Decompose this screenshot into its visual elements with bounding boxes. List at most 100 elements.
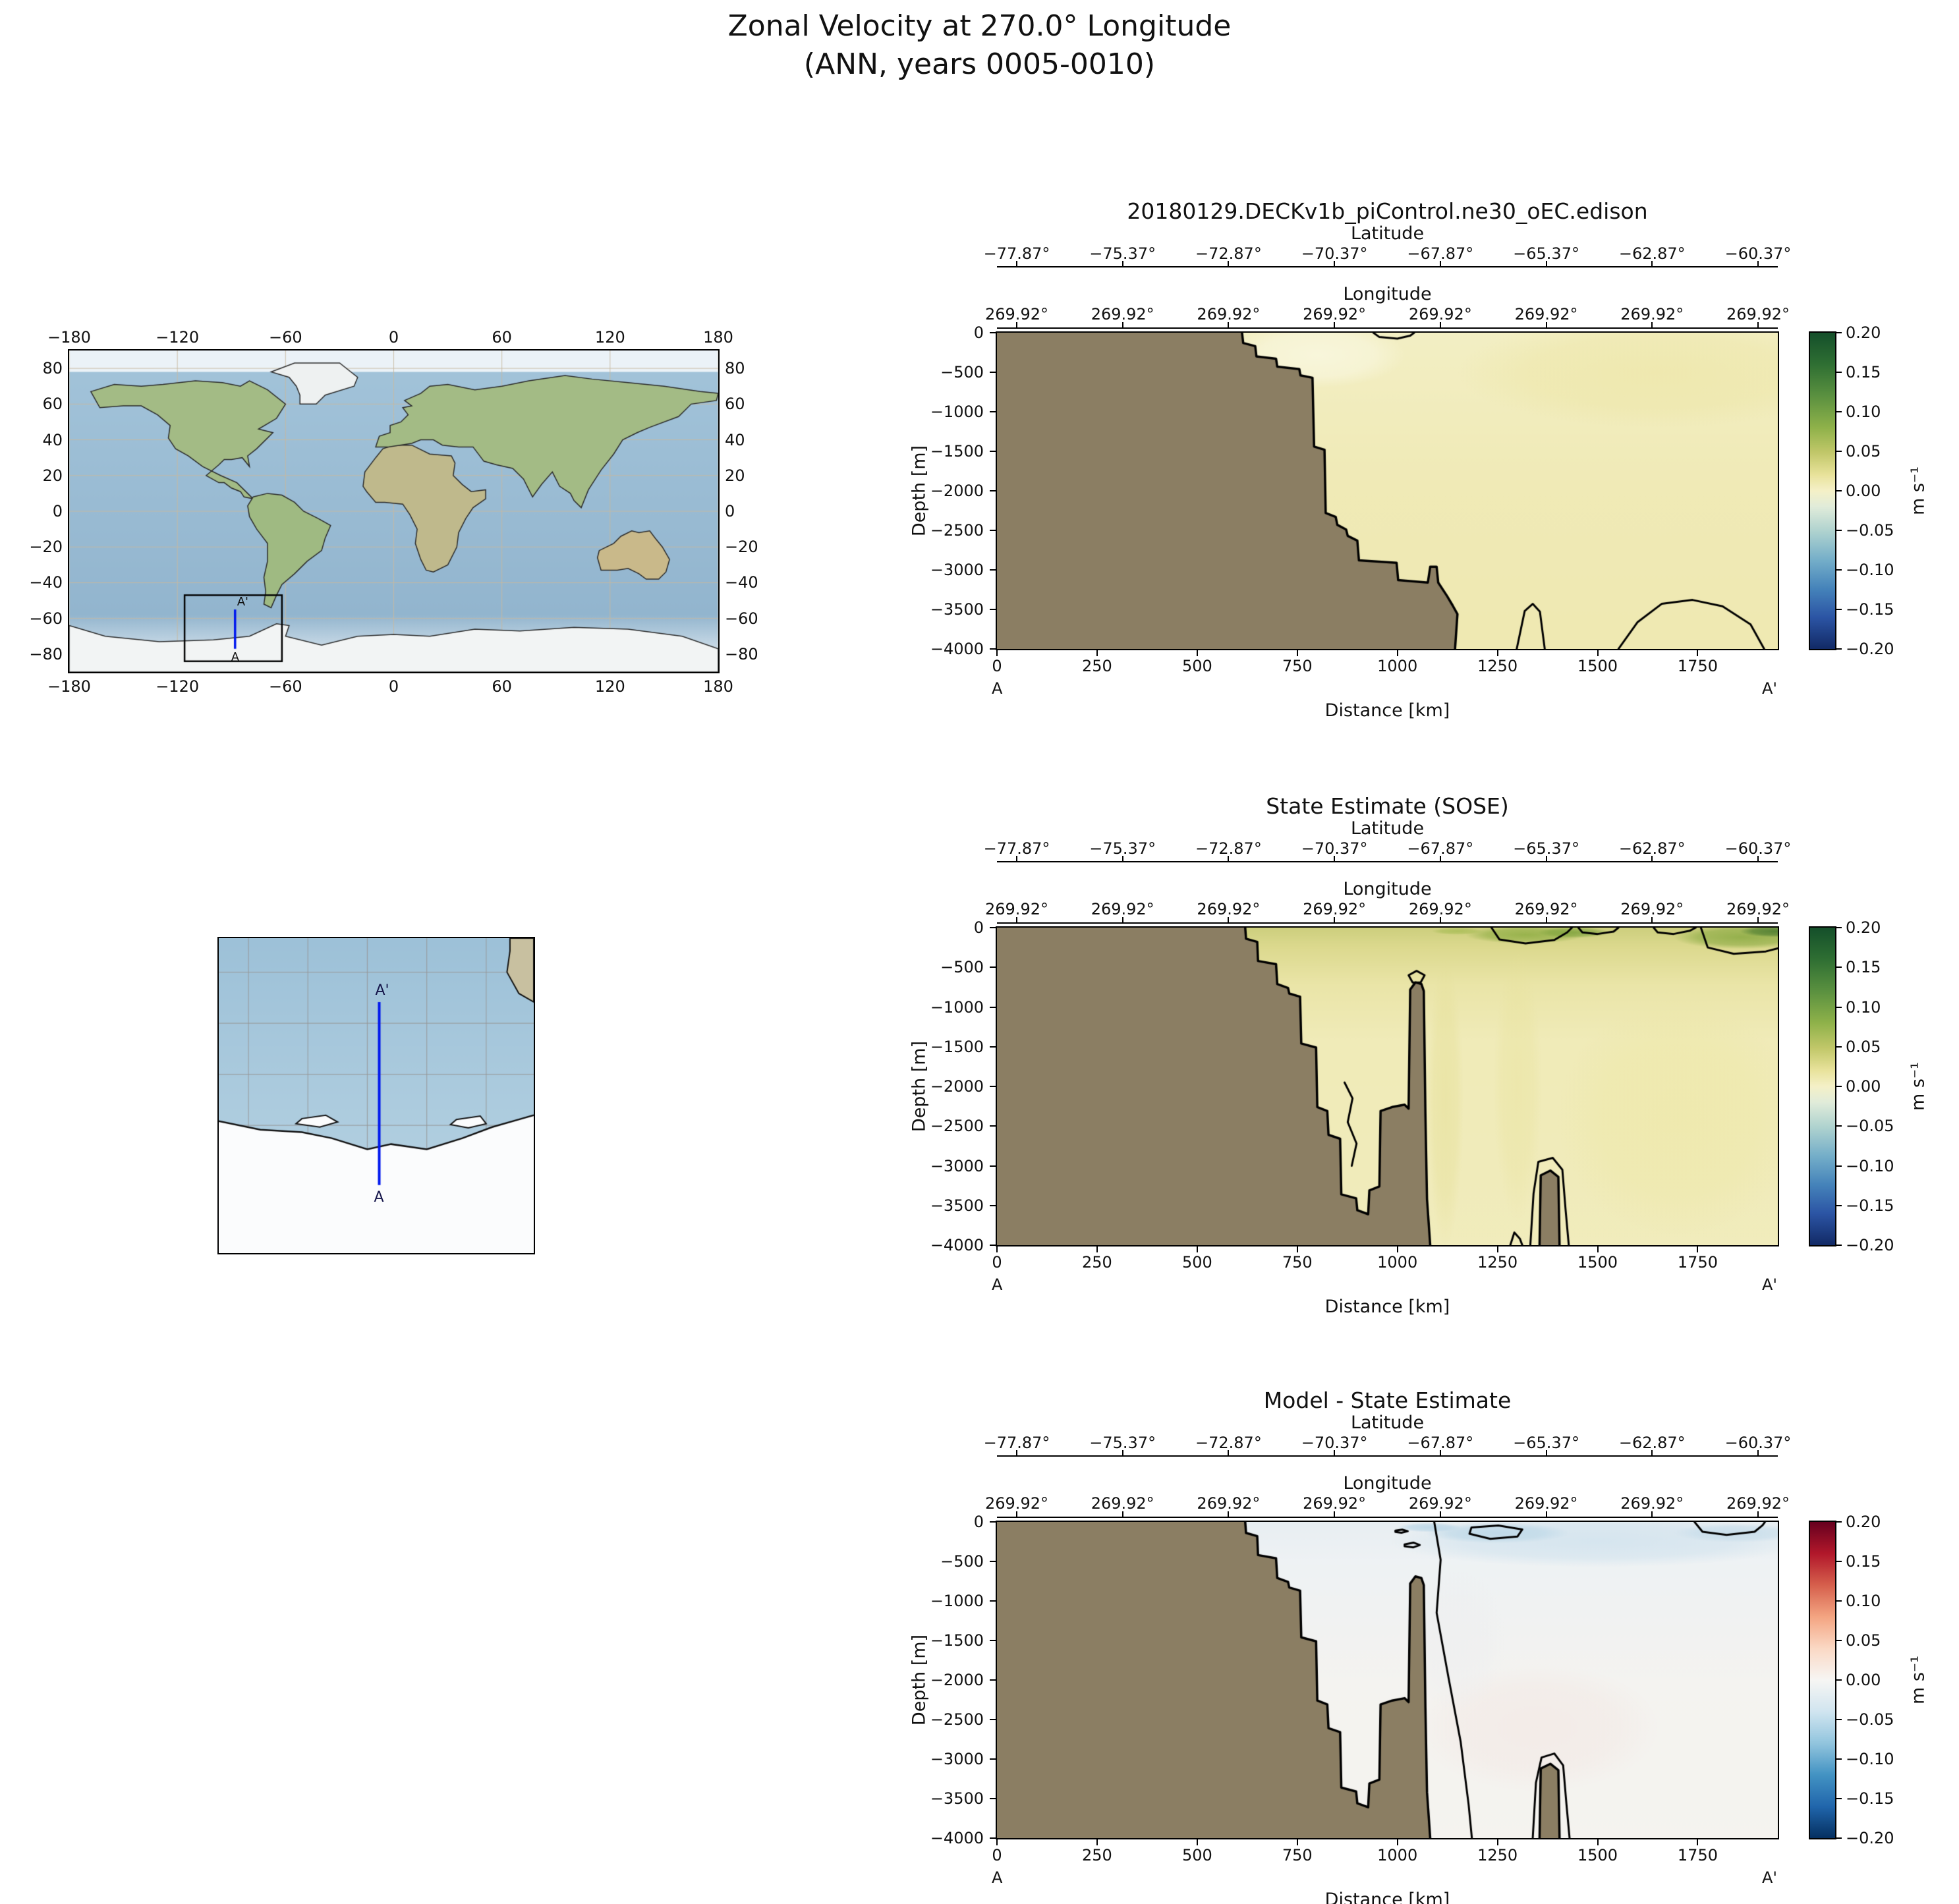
panel-0-colorbar-tick-4: 0.00 — [1846, 482, 1881, 500]
world-map-lat-tick-left-4: 0 — [52, 502, 63, 520]
panel-1-lat-tick-2: −72.87° — [1195, 839, 1262, 858]
panel-2-colorbar-tick-3: 0.05 — [1846, 1631, 1881, 1650]
panel-2-y-tick-mark-1 — [990, 1561, 996, 1562]
panel-0-y-tick-mark-1 — [990, 372, 996, 373]
panel-1-lon-tick-3: 269.92° — [1303, 900, 1367, 918]
panel-1-lon-tick-5: 269.92° — [1514, 900, 1578, 918]
panel-1-colorbar-tick-2: 0.10 — [1846, 997, 1881, 1017]
panel-0-lon-tick-3: 269.92° — [1303, 305, 1367, 323]
world-map-lat-tick-left-2: 40 — [42, 430, 63, 449]
panel-0-y-tick-mark-2 — [990, 411, 996, 412]
panel-0-y-tick-mark-5 — [990, 530, 996, 531]
panel-1-lon-tick-mark-6 — [1651, 917, 1653, 922]
panel-2-colorbar-tick-2: 0.10 — [1846, 1592, 1881, 1610]
panel-2-colorbar-tick-mark-1 — [1836, 1561, 1842, 1562]
panel-1-colorbar-tick-5: −0.05 — [1846, 1117, 1894, 1136]
panel-0-lon-tick-mark-1 — [1121, 322, 1123, 327]
world-map-lat-tick-left-6: −40 — [29, 573, 63, 592]
panel-0-lat-tick-mark-6 — [1651, 261, 1653, 266]
world-map-lon-tick-bottom-1: −120 — [156, 677, 200, 696]
panel-2-x-tick-mark-2 — [1196, 1839, 1198, 1845]
panel-0-lon-tick-mark-2 — [1228, 322, 1230, 327]
panel-1-lat-tick-1: −75.37° — [1089, 839, 1156, 858]
panel-1-colorbar-tick-3: 0.05 — [1846, 1037, 1881, 1056]
world-map-lon-tick-top-3: 0 — [388, 328, 399, 347]
panel-2-x-tick-mark-5 — [1496, 1839, 1498, 1845]
panel-1-lat-tick-5: −65.37° — [1513, 839, 1579, 858]
panel-2-lon-tick-mark-7 — [1757, 1511, 1759, 1517]
panel-2-lat-tick-mark-7 — [1757, 1450, 1759, 1455]
panel-2-lat-tick-mark-0 — [1016, 1450, 1017, 1455]
panel-1-colorbar-tick-mark-1 — [1836, 966, 1842, 968]
panel-1-x-axis-label: Distance [km] — [1324, 1297, 1450, 1317]
panel-0-lon-tick-2: 269.92° — [1197, 305, 1261, 323]
panel-1-x-tick-mark-2 — [1196, 1246, 1198, 1252]
panel-2-lat-tick-1: −75.37° — [1089, 1434, 1156, 1452]
panel-0-x-tick-mark-5 — [1496, 650, 1498, 656]
panel-1-y-tick-3: −1500 — [930, 1037, 984, 1056]
panel-0-y-tick-mark-7 — [990, 609, 996, 610]
panel-0-lon-tick-4: 269.92° — [1408, 305, 1472, 323]
panel-2-colorbar-tick-mark-5 — [1836, 1719, 1842, 1720]
world-map-lat-tick-right-6: −40 — [725, 573, 758, 592]
panel-2-lon-axis-label: Longitude — [1343, 1473, 1432, 1494]
panel-1-colorbar-tick-1: 0.15 — [1846, 958, 1881, 977]
panel-2-y-tick-4: −2000 — [930, 1671, 984, 1689]
panel-0-x-tick-0: 0 — [992, 657, 1002, 675]
panel-0-colorbar-tick-2: 0.10 — [1846, 403, 1881, 421]
panel-2-lat-axis-line — [997, 1455, 1778, 1457]
panel-0-y-tick-mark-0 — [990, 332, 996, 333]
panel-0-lat-tick-7: −60.37° — [1724, 244, 1792, 263]
panel-0-x-tick-mark-0 — [996, 650, 998, 656]
panel-2-x-tick-4: 1000 — [1377, 1846, 1418, 1864]
panel-2-lon-tick-3: 269.92° — [1303, 1494, 1367, 1513]
panel-0-lat-tick-6: −62.87° — [1618, 244, 1686, 263]
panel-2-colorbar-canvas — [1809, 1521, 1836, 1839]
panel-0-colorbar-tick-7: −0.15 — [1846, 600, 1894, 619]
panel-1-endpoint-end-label: A' — [1762, 1275, 1778, 1294]
panel-2-y-tick-6: −3000 — [930, 1750, 984, 1768]
panel-2-x-tick-1: 250 — [1082, 1846, 1112, 1864]
panel-0-y-tick-2: −1000 — [930, 403, 984, 421]
panel-1-colorbar-tick-4: 0.00 — [1846, 1077, 1881, 1096]
panel-2-colorbar-tick-0: 0.20 — [1846, 1513, 1881, 1531]
panel-0-y-tick-mark-6 — [990, 569, 996, 571]
panel-1-y-tick-mark-1 — [990, 966, 996, 968]
panel-0-endpoint-start-label: A — [992, 679, 1003, 698]
panel-2-y-tick-3: −1500 — [930, 1631, 984, 1650]
panel-1-x-tick-1: 250 — [1082, 1253, 1112, 1272]
panel-1-lat-tick-mark-3 — [1334, 856, 1336, 861]
panel-1-x-tick-3: 750 — [1282, 1253, 1313, 1272]
panel-1-y-tick-mark-3 — [990, 1046, 996, 1048]
panel-0-y-tick-3: −1500 — [930, 442, 984, 461]
world-map-lat-tick-right-2: 40 — [725, 430, 745, 449]
panel-0-y-tick-mark-8 — [990, 648, 996, 650]
panel-0-colorbar-tick-mark-8 — [1836, 648, 1842, 650]
panel-2-y-axis-label: Depth [m] — [909, 1634, 930, 1726]
figure-title-line1: Zonal Velocity at 270.0° Longitude — [727, 9, 1232, 43]
panel-1-lat-tick-mark-6 — [1651, 856, 1653, 861]
panel-0-y-tick-8: −4000 — [930, 640, 984, 658]
panel-0-y-tick-0: 0 — [973, 323, 984, 342]
panel-1-y-tick-0: 0 — [973, 918, 984, 937]
world-map-lat-tick-right-7: −60 — [725, 609, 758, 628]
panel-2-lat-tick-mark-3 — [1334, 1450, 1336, 1455]
world-map-lat-tick-left-5: −20 — [29, 538, 63, 557]
panel-1-endpoint-start-label: A — [992, 1275, 1003, 1294]
panel-0-lat-axis-line — [997, 266, 1778, 267]
panel-2-y-tick-0: 0 — [973, 1513, 984, 1531]
panel-2-lat-tick-7: −60.37° — [1724, 1434, 1792, 1452]
panel-1-colorbar-tick-7: −0.15 — [1846, 1196, 1894, 1215]
panel-2-x-tick-mark-7 — [1697, 1839, 1699, 1845]
panel-2-y-tick-mark-8 — [990, 1837, 996, 1839]
panel-2-x-tick-6: 1500 — [1577, 1846, 1618, 1864]
panel-1-lon-tick-0: 269.92° — [985, 900, 1048, 918]
zoom-map-transect-top-label: A' — [375, 982, 389, 999]
panel-0-x-tick-7: 1750 — [1677, 657, 1718, 675]
panel-2-endpoint-start-label: A — [992, 1868, 1003, 1887]
panel-1-lon-tick-2: 269.92° — [1197, 900, 1261, 918]
panel-0-x-tick-3: 750 — [1282, 657, 1313, 675]
panel-0-colorbar-label: m s⁻¹ — [1908, 466, 1929, 516]
panel-1-lon-tick-mark-2 — [1228, 917, 1230, 922]
panel-0-y-tick-7: −3500 — [930, 600, 984, 619]
